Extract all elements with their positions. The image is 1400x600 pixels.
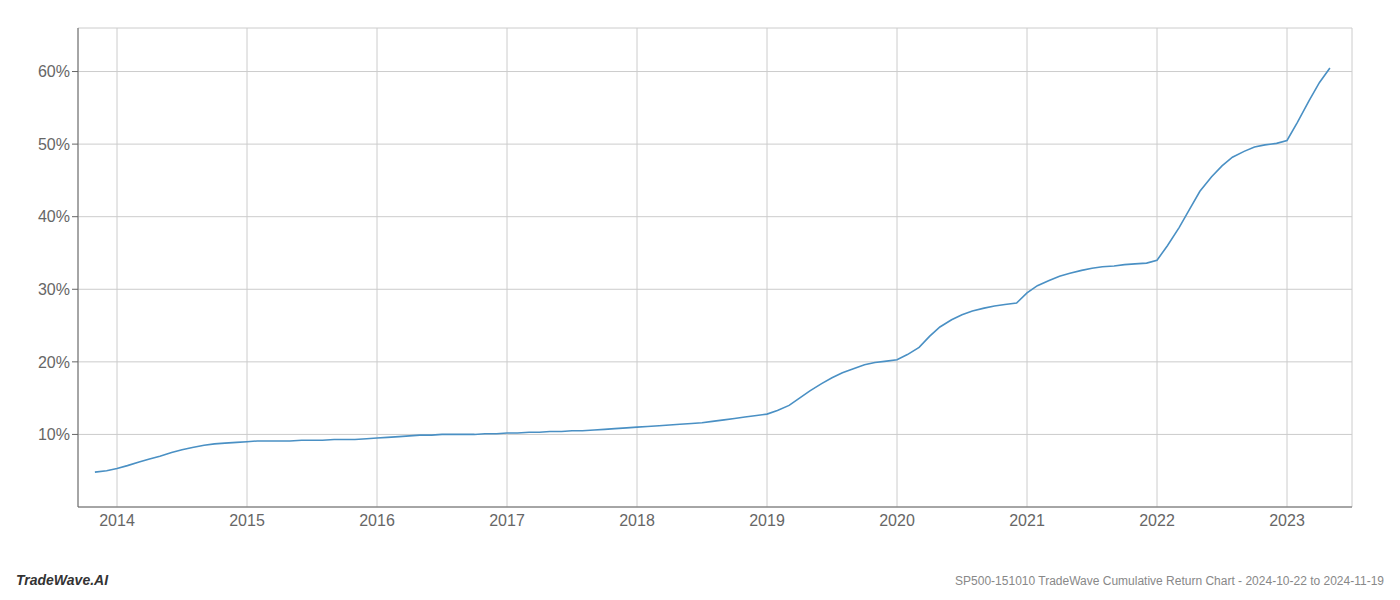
svg-text:2015: 2015 [229, 512, 265, 529]
svg-text:2022: 2022 [1139, 512, 1175, 529]
svg-text:2018: 2018 [619, 512, 655, 529]
svg-text:50%: 50% [38, 136, 70, 153]
svg-text:2023: 2023 [1269, 512, 1305, 529]
html-text:TradeWave.AI: TradeWave.AI [16, 572, 109, 588]
svg-text:2017: 2017 [489, 512, 525, 529]
svg-text:30%: 30% [38, 281, 70, 298]
svg-text:10%: 10% [38, 426, 70, 443]
svg-text:2014: 2014 [99, 512, 135, 529]
svg-text:60%: 60% [38, 63, 70, 80]
svg-text:2016: 2016 [359, 512, 395, 529]
svg-text:2021: 2021 [1009, 512, 1045, 529]
svg-text:2019: 2019 [749, 512, 785, 529]
html-text:SP500-151010 TradeWave Cumulat: SP500-151010 TradeWave Cumulative Return… [955, 574, 1384, 588]
svg-text:20%: 20% [38, 354, 70, 371]
svg-text:2020: 2020 [879, 512, 915, 529]
svg-text:40%: 40% [38, 208, 70, 225]
